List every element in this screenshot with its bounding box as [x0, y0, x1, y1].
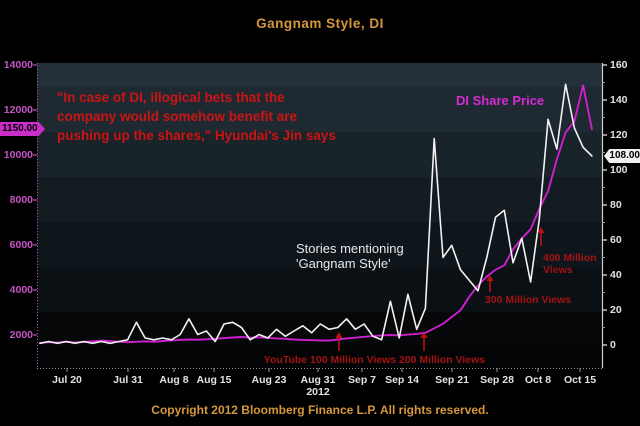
right-axis-tick-label: 140 — [610, 94, 628, 106]
x-axis-tick-label: Oct 8 — [524, 374, 552, 386]
right-axis-tick-label: 160 — [610, 59, 628, 71]
plot-background-band — [37, 63, 602, 87]
right-axis-value-tag: 108.00 — [604, 149, 640, 163]
right-axis-tick-label: 40 — [610, 269, 622, 281]
plot-background-band — [37, 132, 602, 177]
milestone-label: 400 Million Views — [543, 252, 597, 276]
x-axis-tick-label: Aug 15 — [196, 374, 232, 386]
copyright-footer: Copyright 2012 Bloomberg Finance L.P. Al… — [151, 403, 489, 417]
di-share-price-series-label: DI Share Price — [456, 93, 545, 108]
x-axis-tick-label: Aug 31 — [300, 374, 336, 386]
x-axis-tick-label: Aug 23 — [251, 374, 287, 386]
right-axis-tick-label: 120 — [610, 129, 628, 141]
left-axis-price-tag: 1150.00 — [0, 122, 45, 136]
x-axis-tick-label: Jul 20 — [52, 374, 82, 386]
x-axis-tick-label: Sep 28 — [480, 374, 514, 386]
series-line-left — [39, 84, 593, 344]
x-axis-tick-label: Sep 21 — [435, 374, 469, 386]
x-axis-tick-label: Oct 15 — [563, 374, 597, 386]
left-axis-tick-label: 10000 — [3, 149, 33, 161]
right-axis-tick-label: 80 — [610, 199, 622, 211]
left-axis-tick-label: 6000 — [9, 239, 33, 251]
series-line-right — [39, 83, 593, 345]
stories-series-label: Stories mentioning 'Gangnam Style' — [296, 241, 404, 271]
quote-annotation: "In case of DI, illogical bets that the … — [57, 90, 336, 143]
right-axis-tick-label: 60 — [610, 234, 622, 246]
right-axis-tick-label: 0 — [610, 339, 616, 351]
plot-background-band — [37, 177, 602, 222]
left-axis-tick-label: 12000 — [3, 104, 33, 116]
plot-background-band — [37, 267, 602, 312]
milestone-arrow-head — [420, 332, 428, 338]
plot-background-band — [37, 87, 602, 132]
x-axis-tick-label: Aug 8 — [159, 374, 189, 386]
x-axis-tick-label: Sep 14 — [385, 374, 419, 386]
milestone-arrow-head — [335, 332, 343, 338]
left-axis-tick-label: 4000 — [9, 284, 33, 296]
milestone-arrow-head — [537, 227, 545, 233]
left-axis-tick-label: 2000 — [9, 329, 33, 341]
right-axis-tick-label: 100 — [610, 164, 628, 176]
plot-background-band — [37, 345, 602, 368]
milestone-label: YouTube 100 Million Views — [263, 354, 397, 366]
left-axis-tick-label: 8000 — [9, 194, 33, 206]
milestone-arrow-head — [486, 275, 494, 281]
milestone-label: 200 Million Views — [398, 354, 486, 366]
page-title: Gangnam Style, DI — [256, 16, 384, 31]
left-axis-tick-label: 14000 — [3, 59, 33, 71]
x-axis-tick-label: Jul 31 — [113, 374, 143, 386]
x-axis-tick-label: Sep 7 — [347, 374, 376, 386]
x-axis-year-label: 2012 — [306, 386, 330, 398]
right-axis-tick-label: 20 — [610, 304, 622, 316]
milestone-label: 300 Million Views — [484, 294, 572, 306]
